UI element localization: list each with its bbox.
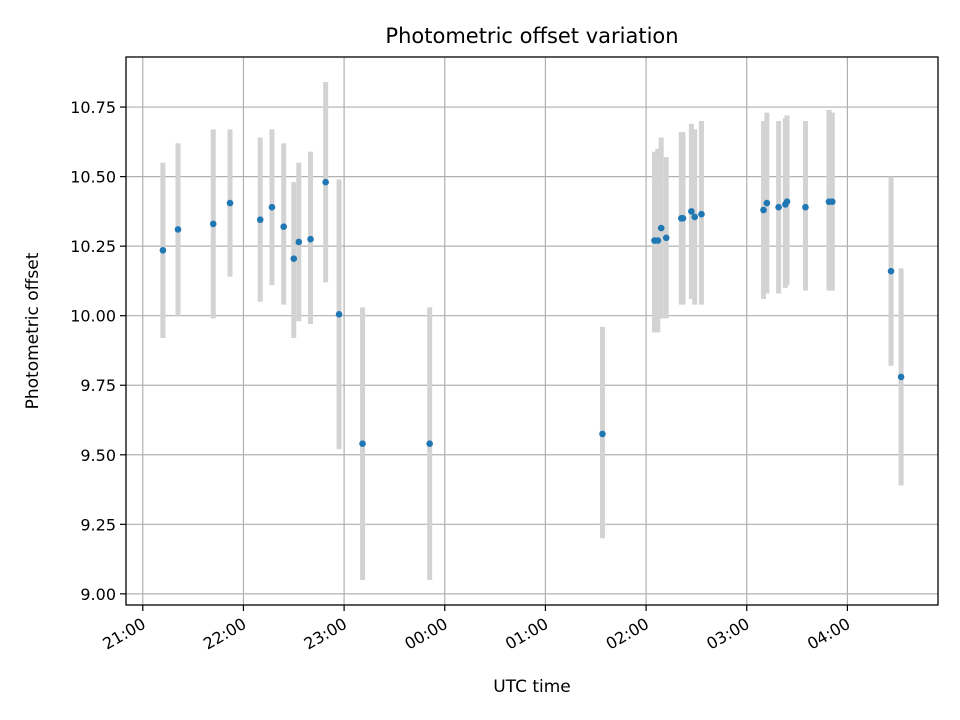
x-tick-label: 01:00 [502,614,551,654]
chart-title: Photometric offset variation [385,24,678,48]
data-point [322,178,329,186]
y-tick-label: 10.25 [70,237,116,256]
errorbars [160,82,904,580]
x-tick-label: 02:00 [603,614,652,654]
data-point [802,203,809,211]
data-point [691,213,699,221]
y-tick-label: 9.75 [80,376,116,395]
data-point [174,226,182,233]
data-point [335,311,343,318]
data-point [359,440,366,447]
data-point [698,210,705,218]
data-point [426,440,433,447]
data-point [256,216,264,224]
data-point [268,203,276,211]
data-point [280,223,288,230]
data-point [159,247,167,254]
x-axis-title: UTC time [493,677,571,697]
y-tick-label: 10.50 [70,168,116,187]
data-point [662,234,670,242]
x-tick-label: 04:00 [804,614,853,654]
data-point [783,198,791,205]
data-point [226,199,234,207]
x-tick-label: 23:00 [301,614,350,654]
data-point [599,430,606,438]
data-point [657,224,665,232]
x-tick-label: 21:00 [99,614,148,654]
data-point [679,215,687,222]
data-point [775,203,782,211]
data-point [688,208,695,215]
data-point [209,220,217,228]
data-point [654,237,662,244]
plot-frame [125,56,939,606]
data-point [763,199,771,207]
x-axis-ticks: 21:00 22:00 23:00 00:00 01:00 02:00 03:00 04:00 [99,605,853,654]
data-point [295,238,303,246]
y-tick-label: 9.50 [80,446,116,465]
x-tick-label: 03:00 [703,614,752,654]
x-tick-label: 22:00 [200,614,249,654]
grid [126,57,938,605]
y-tick-label: 10.00 [70,307,116,326]
data-point [290,255,298,262]
y-tick-label: 10.75 [70,98,116,117]
y-axis-ticks: 9.00 9.25 9.50 9.75 10.00 10.25 10.50 10.75 [70,98,126,604]
data-points [159,178,905,447]
y-tick-label: 9.25 [80,515,116,534]
x-tick-label: 00:00 [401,614,450,654]
y-axis-title: Photometric offset [23,252,43,409]
data-point [307,235,314,243]
data-point [897,373,905,381]
data-point [829,198,836,205]
data-point [760,206,767,214]
y-tick-label: 9.00 [80,585,116,604]
data-point [887,267,895,275]
